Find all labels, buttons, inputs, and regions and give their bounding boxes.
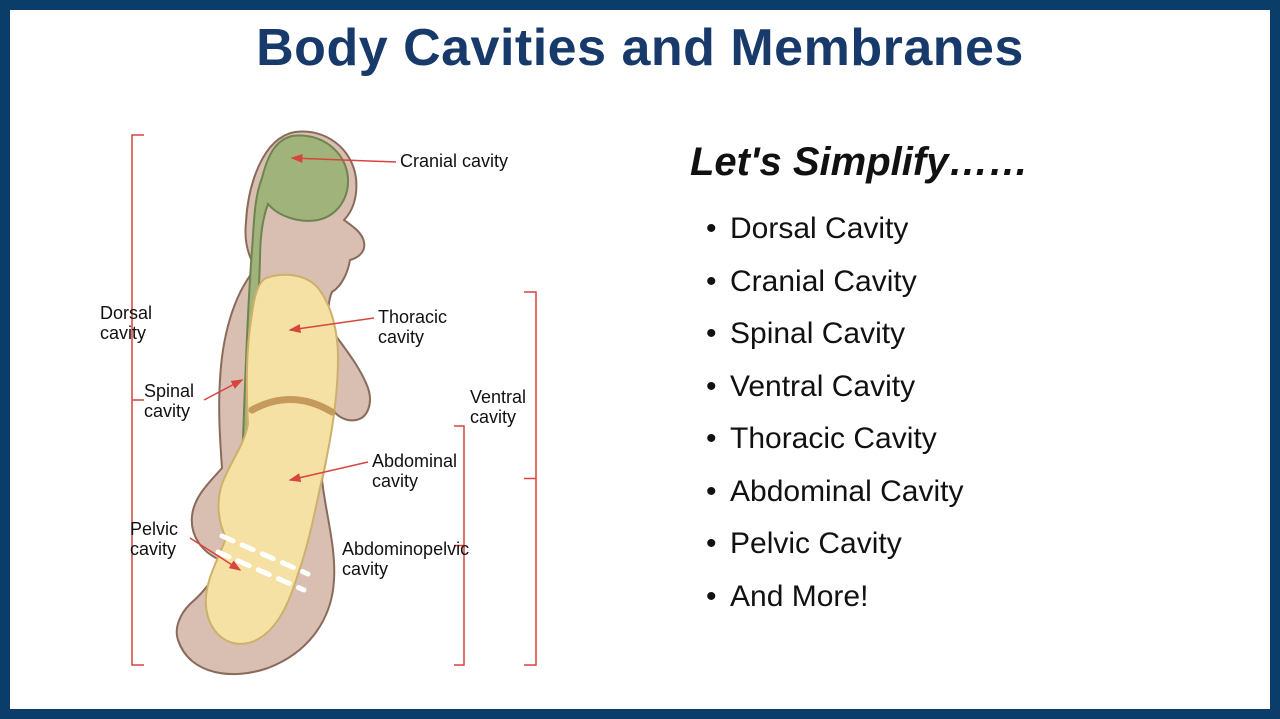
cavity-bullet: Dorsal Cavity — [730, 203, 1250, 256]
simplify-subtitle: Let's Simplify…… — [690, 140, 1250, 185]
bracket-dorsal — [132, 135, 144, 665]
label-thoracic: Thoracic cavity — [378, 308, 447, 348]
page-title: Body Cavities and Membranes — [10, 18, 1270, 78]
label-spinal: Spinal cavity — [144, 382, 194, 422]
label-cranial: Cranial cavity — [400, 152, 508, 172]
slide-frame: Body Cavities and Membranes — [0, 0, 1280, 719]
label-abdpelvic: Abdominopelvic cavity — [342, 540, 469, 580]
right-panel: Let's Simplify…… Dorsal CavityCranial Ca… — [690, 140, 1250, 623]
cavity-bullet: Pelvic Cavity — [730, 518, 1250, 571]
label-ventral: Ventral cavity — [470, 388, 526, 428]
label-pelvic: Pelvic cavity — [130, 520, 178, 560]
label-dorsal: Dorsal cavity — [100, 304, 152, 344]
cavity-bullet: Thoracic Cavity — [730, 413, 1250, 466]
cavity-bullet: Ventral Cavity — [730, 361, 1250, 414]
cavity-bullet: And More! — [730, 571, 1250, 624]
bracket-ventral — [524, 292, 536, 665]
cavity-bullet: Abdominal Cavity — [730, 466, 1250, 519]
label-abdominal: Abdominal cavity — [372, 452, 457, 492]
cavity-bullet-list: Dorsal CavityCranial CavitySpinal Cavity… — [690, 203, 1250, 623]
cavity-bullet: Cranial Cavity — [730, 256, 1250, 309]
cavity-bullet: Spinal Cavity — [730, 308, 1250, 361]
body-cavity-diagram: Cranial cavity Dorsal cavity Spinal cavity… — [70, 120, 630, 680]
